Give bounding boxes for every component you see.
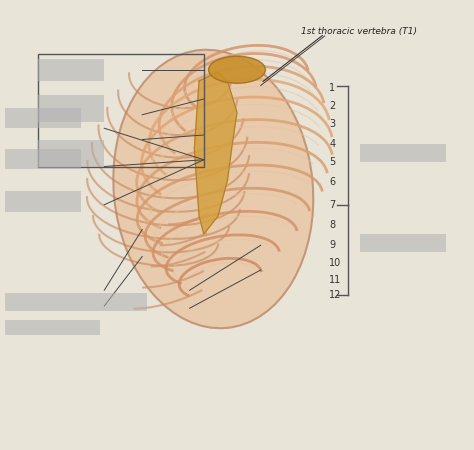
Text: 8: 8 [329, 220, 336, 230]
Text: 2: 2 [329, 101, 336, 111]
FancyBboxPatch shape [5, 191, 81, 212]
Text: 5: 5 [329, 157, 336, 167]
FancyBboxPatch shape [38, 94, 104, 122]
FancyBboxPatch shape [38, 58, 104, 81]
Text: 1st thoracic vertebra (T1): 1st thoracic vertebra (T1) [301, 27, 417, 36]
Text: 6: 6 [329, 177, 336, 187]
FancyBboxPatch shape [5, 320, 100, 335]
Text: 1: 1 [329, 83, 336, 93]
Text: 4: 4 [329, 139, 336, 149]
Text: 7: 7 [329, 200, 336, 210]
Text: 10: 10 [329, 258, 342, 268]
Ellipse shape [113, 50, 313, 328]
Text: 3: 3 [329, 119, 336, 129]
Ellipse shape [209, 56, 265, 83]
FancyBboxPatch shape [360, 144, 446, 162]
FancyBboxPatch shape [38, 140, 104, 166]
Text: 9: 9 [329, 240, 336, 250]
FancyBboxPatch shape [5, 148, 81, 169]
Bar [38, 54, 204, 166]
Polygon shape [194, 72, 237, 234]
Text: 12: 12 [329, 290, 342, 300]
FancyBboxPatch shape [5, 108, 81, 128]
FancyBboxPatch shape [5, 292, 147, 310]
Text: 11: 11 [329, 275, 342, 285]
FancyBboxPatch shape [360, 234, 446, 252]
